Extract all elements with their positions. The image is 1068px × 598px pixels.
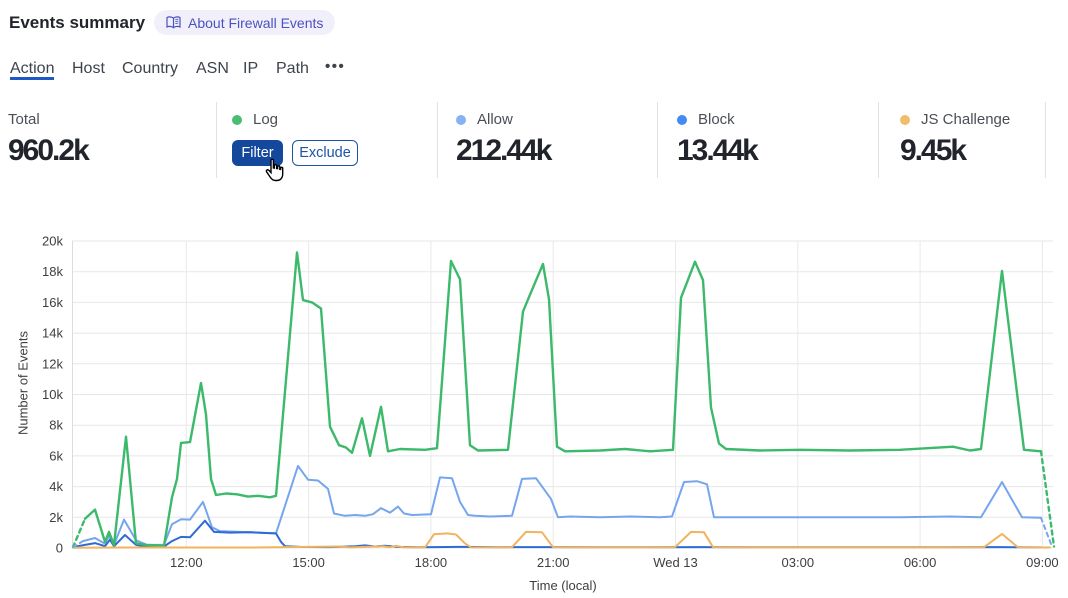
svg-text:10k: 10k <box>42 387 63 402</box>
svg-text:12:00: 12:00 <box>170 555 203 570</box>
svg-text:0: 0 <box>56 541 63 556</box>
svg-text:12k: 12k <box>42 356 63 371</box>
svg-text:20k: 20k <box>42 234 63 249</box>
svg-text:14k: 14k <box>42 326 63 341</box>
svg-text:16k: 16k <box>42 295 63 310</box>
svg-text:6k: 6k <box>49 448 63 463</box>
svg-text:21:00: 21:00 <box>537 555 570 570</box>
svg-text:15:00: 15:00 <box>292 555 325 570</box>
svg-text:4k: 4k <box>49 479 63 494</box>
svg-text:06:00: 06:00 <box>904 555 937 570</box>
svg-text:18:00: 18:00 <box>415 555 448 570</box>
svg-text:09:00: 09:00 <box>1026 555 1059 570</box>
svg-text:2k: 2k <box>49 510 63 525</box>
svg-text:Wed 13: Wed 13 <box>653 555 698 570</box>
svg-text:8k: 8k <box>49 418 63 433</box>
svg-text:03:00: 03:00 <box>782 555 815 570</box>
svg-text:Number of Events: Number of Events <box>16 330 31 435</box>
svg-text:18k: 18k <box>42 264 63 279</box>
svg-text:Time (local): Time (local) <box>529 578 596 593</box>
